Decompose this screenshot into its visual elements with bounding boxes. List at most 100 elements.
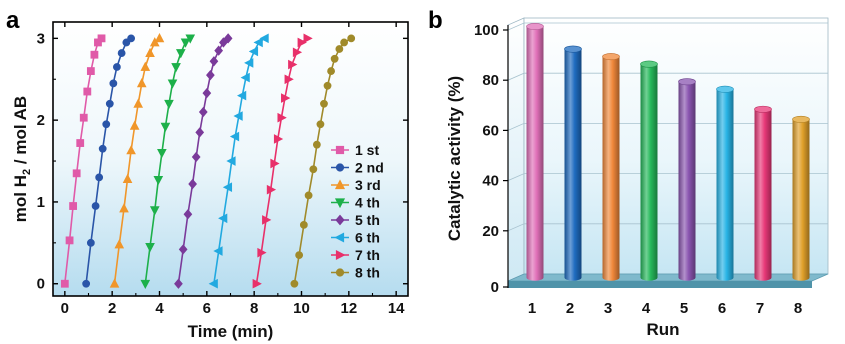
series-2-point — [109, 79, 118, 88]
b-y-tick-label: 20 — [482, 223, 499, 240]
b-x-tick-label: 3 — [604, 300, 612, 317]
bar-top — [678, 78, 696, 86]
b-x-tick-label: 2 — [566, 300, 574, 317]
series-7-point — [292, 47, 303, 58]
series-4-point — [140, 279, 151, 290]
series-2-point — [98, 144, 107, 153]
series-4-point — [175, 49, 186, 59]
series-1-point — [72, 169, 81, 178]
legend-label: 6 th — [355, 230, 380, 246]
bar-top — [526, 22, 544, 30]
series-7-point — [270, 158, 280, 169]
left-wall — [507, 17, 525, 282]
panel-a-x-axis-title: Time (min) — [188, 322, 274, 341]
x-tick-label: 0 — [61, 300, 69, 317]
legend-entry-1: 1 st — [331, 142, 379, 158]
series-8-point — [316, 120, 325, 129]
series-6-point — [229, 131, 240, 142]
legend-marker — [334, 232, 345, 243]
series-4-point — [185, 34, 196, 44]
series-7-point — [277, 112, 287, 123]
series-1 — [60, 34, 106, 288]
series-2-point — [95, 173, 104, 182]
series-3-point — [145, 47, 155, 57]
panel-b-3d-walls — [507, 17, 829, 288]
y-tick-label: 2 — [37, 112, 45, 129]
y-title-part-2: / mol AB — [11, 96, 30, 169]
series-7-point — [273, 134, 284, 144]
series-5-point — [191, 151, 201, 163]
legend-marker — [335, 249, 346, 261]
series-2 — [82, 34, 136, 288]
series-3 — [109, 33, 165, 288]
series-5-point — [206, 70, 215, 81]
x-tick-label: 8 — [250, 300, 258, 317]
series-8 — [290, 34, 356, 288]
bar-run-7 — [754, 105, 772, 281]
series-3-point — [140, 61, 151, 71]
bar-top — [792, 115, 810, 123]
series-4-point — [149, 206, 160, 216]
legend-label: 1 st — [355, 142, 379, 158]
series-4 — [140, 34, 196, 290]
bar-body — [678, 81, 696, 281]
bar-body — [792, 119, 810, 281]
gridline — [507, 22, 828, 31]
series-7-point — [297, 37, 307, 48]
series-4-point — [171, 63, 181, 73]
legend-label: 4 th — [355, 195, 380, 211]
series-4-point — [164, 99, 174, 110]
series-5-point — [214, 45, 224, 56]
series-5-point — [209, 56, 219, 67]
series-1-point — [97, 34, 106, 43]
series-2-point — [117, 49, 126, 57]
x-tick-label: 6 — [203, 300, 211, 317]
series-2-point — [102, 120, 111, 129]
series-6-point — [218, 213, 228, 224]
b-y-tick-label: 0 — [491, 279, 499, 296]
floor-top — [507, 273, 829, 282]
series-2-point — [82, 279, 91, 288]
series-6-point — [253, 37, 263, 48]
bar-run-2 — [564, 45, 582, 281]
series-7-point — [303, 33, 313, 44]
series-8-point — [320, 99, 328, 108]
bar-body — [602, 56, 620, 281]
panel-a-label: a — [6, 7, 20, 34]
b-x-tick-label: 6 — [718, 300, 726, 317]
series-7-point — [257, 247, 267, 258]
bar-top — [602, 53, 620, 61]
legend-marker — [334, 198, 346, 209]
series-1-point — [60, 279, 69, 288]
series-4-point — [157, 148, 167, 159]
series-7-point — [284, 74, 294, 85]
b-y-tick-label: 60 — [482, 122, 499, 139]
series-2-point — [127, 34, 136, 43]
series-6-point — [222, 182, 233, 193]
y-tick-label: 3 — [37, 30, 45, 47]
legend-label: 8 th — [355, 265, 380, 281]
panel-b-bar-chart: b 0 20 40 60 80 100 1 2 3 4 5 6 7 8 Run Catalytic act… — [428, 7, 829, 339]
series-7-point — [281, 93, 291, 103]
series-4-point — [160, 122, 171, 133]
series-2-point — [91, 202, 100, 210]
series-1-point — [65, 236, 74, 245]
series-1-point — [83, 87, 92, 96]
x-tick-label: 12 — [340, 300, 357, 317]
legend-entry-5: 5 th — [331, 212, 380, 228]
series-8-point — [330, 54, 339, 63]
series-8-point — [309, 165, 318, 174]
bar-run-5 — [678, 78, 696, 281]
series-6-point — [233, 111, 243, 121]
b-x-tick-label: 1 — [528, 300, 536, 317]
panel-b-y-axis-title: Catalytic activity (%) — [445, 76, 464, 241]
b-x-tick-label: 8 — [794, 300, 802, 317]
bar-run-4 — [640, 60, 658, 281]
series-3-point — [129, 120, 140, 130]
series-3-point — [122, 173, 133, 183]
panel-b-bars — [526, 22, 810, 281]
legend-label: 7 th — [355, 247, 380, 263]
gridline — [507, 72, 828, 81]
series-8-point — [312, 140, 321, 149]
